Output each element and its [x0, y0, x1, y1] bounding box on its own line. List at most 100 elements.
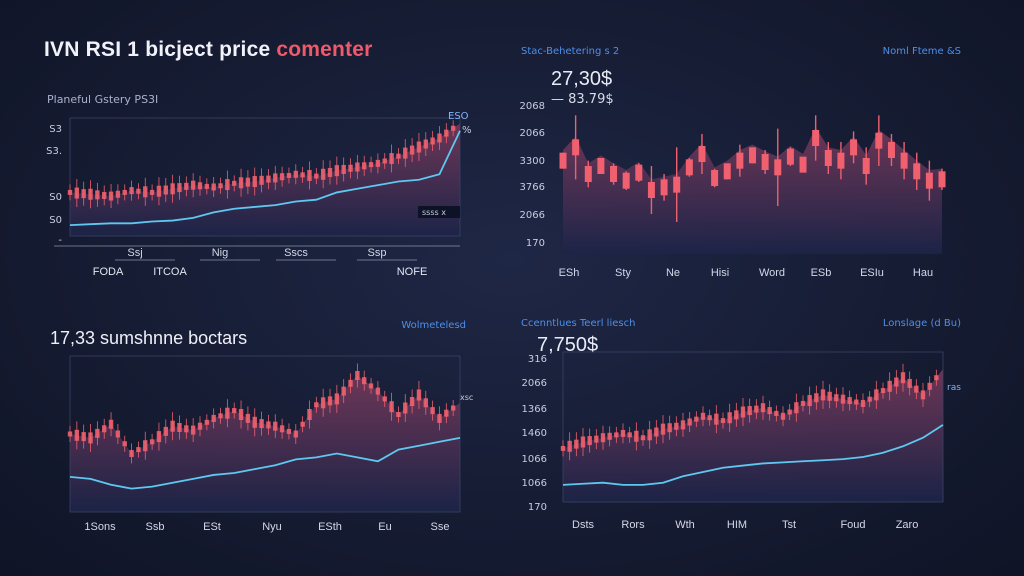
- candle: [854, 399, 859, 405]
- candle: [129, 187, 134, 195]
- candle: [920, 390, 926, 400]
- candle: [727, 412, 732, 424]
- candle: [197, 182, 203, 190]
- candle: [375, 387, 381, 395]
- area-fill: [563, 127, 942, 254]
- candle: [600, 433, 606, 443]
- candle: [286, 172, 292, 178]
- candle: [698, 146, 706, 162]
- candle: [307, 169, 312, 181]
- candle: [887, 142, 895, 158]
- candle: [156, 185, 162, 197]
- candle: [409, 145, 415, 155]
- candle: [423, 398, 428, 408]
- candle: [580, 436, 586, 448]
- x-tick-label: 1Sons: [84, 521, 116, 533]
- x-tick-label: ESt: [203, 521, 221, 533]
- candle: [190, 425, 196, 435]
- candle: [900, 372, 906, 384]
- candle: [614, 432, 619, 438]
- candle: [774, 410, 779, 416]
- candle: [108, 191, 114, 201]
- x-sub-label: ITCOA: [153, 266, 187, 278]
- x-tick-label: Sscs: [284, 247, 308, 259]
- candle: [761, 154, 769, 170]
- x-tick-label: Hau: [913, 267, 933, 279]
- candle: [314, 173, 319, 179]
- chart-svg: 2068 2066 3300 3766 2066 170 ESh Sty Ne Hisi Word E…: [520, 101, 946, 279]
- candle: [430, 407, 435, 415]
- candle: [355, 162, 360, 172]
- candle: [67, 431, 73, 437]
- candle: [307, 409, 312, 420]
- area-fill: [70, 123, 460, 236]
- y-tick-label: 2066: [522, 378, 547, 389]
- candle: [622, 172, 630, 189]
- chart-svg: 1Sons Ssb ESt Nyu ESth Eu Sse xsc: [67, 355, 473, 533]
- candle: [293, 170, 298, 178]
- y-tick-label: S3: [49, 124, 62, 135]
- candle: [749, 147, 756, 164]
- candle: [341, 164, 346, 174]
- candle: [74, 187, 80, 199]
- candle: [170, 183, 175, 195]
- candle: [694, 416, 699, 422]
- candle: [238, 409, 244, 420]
- candle: [673, 176, 681, 193]
- candle: [867, 396, 872, 402]
- candle: [654, 427, 659, 437]
- candle: [143, 186, 148, 198]
- candle: [245, 177, 251, 187]
- candle: [218, 413, 223, 419]
- x-tick-label: ESIu: [860, 267, 884, 279]
- chart-subtitle: Wolmetelesd: [401, 320, 466, 331]
- candle: [754, 405, 759, 413]
- candle: [245, 413, 251, 423]
- candle: [115, 190, 121, 198]
- candle: [827, 391, 832, 401]
- candle: [355, 371, 360, 380]
- candle: [927, 382, 932, 390]
- candle: [184, 425, 189, 433]
- candle: [734, 410, 739, 420]
- candle: [368, 383, 374, 389]
- candle: [736, 152, 744, 169]
- candle: [647, 429, 652, 441]
- chart-panel-bottom-left: 17,33 sumshnne boctars Wolmetelesd 1Sons…: [40, 316, 480, 536]
- candle: [925, 172, 933, 189]
- candle: [184, 182, 189, 190]
- candle: [850, 139, 858, 156]
- chart-subtitle: Lonslage (d Bu): [882, 318, 961, 329]
- chart-subtitle: Noml Fteme &S: [882, 46, 961, 57]
- candle: [362, 377, 367, 385]
- candle: [572, 139, 580, 156]
- candle: [163, 185, 168, 195]
- annotation-label: ras: [947, 383, 961, 393]
- candle: [177, 183, 182, 193]
- candle: [403, 147, 408, 159]
- candle: [894, 377, 899, 387]
- candle: [211, 414, 216, 422]
- x-tick-label: ESh: [559, 267, 580, 279]
- candle: [204, 419, 210, 425]
- candle: [102, 425, 107, 433]
- candle: [225, 179, 230, 191]
- y-tick-label: S0: [49, 192, 62, 203]
- candle: [95, 190, 100, 200]
- candle: [266, 175, 271, 183]
- candle: [149, 189, 155, 195]
- y-tick-label: 3766: [520, 182, 545, 193]
- y-tick-label: -: [58, 235, 62, 246]
- candle: [389, 401, 394, 413]
- candle: [711, 170, 719, 186]
- x-tick-label: HIM: [727, 519, 747, 531]
- candle: [67, 189, 73, 195]
- candle: [760, 403, 766, 413]
- candle: [627, 432, 632, 438]
- candle: [635, 164, 643, 181]
- candle: [594, 435, 599, 443]
- y-tick-label: 1460: [522, 428, 547, 439]
- candle: [232, 408, 237, 414]
- candle: [197, 422, 203, 430]
- annotation-label: %: [462, 125, 472, 136]
